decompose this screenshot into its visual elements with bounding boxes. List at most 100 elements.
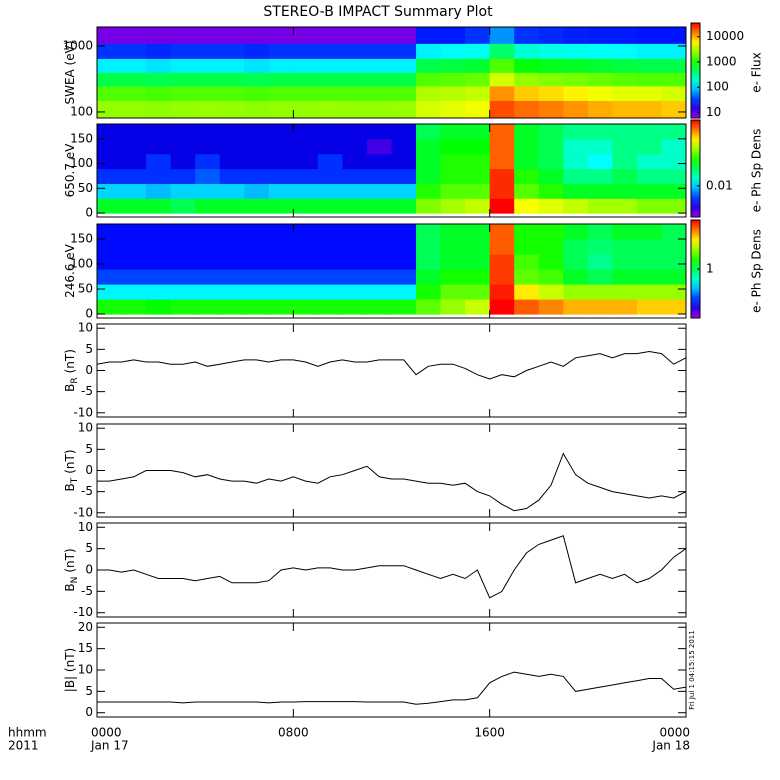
heatmap-cell: [146, 85, 172, 101]
heatmap-cell: [219, 85, 245, 101]
heatmap-cell: [440, 168, 466, 184]
heatmap-cell: [146, 198, 172, 214]
y-tick-label: 10: [78, 321, 93, 335]
heatmap-cell: [416, 299, 442, 315]
heatmap-cell: [416, 72, 442, 87]
heatmap-cell: [170, 284, 196, 300]
y-label-sub: N: [70, 577, 80, 584]
heatmap-cell: [219, 224, 245, 240]
heatmap-cell: [366, 239, 393, 255]
heatmap-cell: [121, 224, 147, 240]
heatmap-cell: [465, 72, 491, 87]
heatmap-cell: [465, 183, 491, 199]
heatmap-cell: [293, 153, 319, 170]
heatmap-cell: [293, 100, 319, 118]
heatmap-cell: [97, 168, 123, 184]
heatmap-cell: [489, 100, 515, 118]
heatmap-cell: [587, 43, 613, 59]
heatmap-cell: [587, 224, 613, 240]
heatmap-cell: [97, 138, 123, 155]
heatmap-cell: [268, 224, 294, 240]
heatmap-cell: [146, 100, 172, 118]
line-trace: [97, 350, 686, 380]
heatmap-cell: [342, 239, 368, 255]
heatmap-cell: [636, 239, 663, 255]
heatmap-cell: [317, 153, 344, 170]
y-tick-label: 5: [85, 342, 93, 356]
heatmap-cell: [563, 284, 589, 300]
heatmap-cell: [121, 269, 147, 285]
panel: [97, 535, 686, 599]
heatmap-cell: [342, 27, 368, 44]
heatmap-cell: [121, 27, 147, 44]
y-axis-label: BN (nT): [63, 548, 80, 591]
colorbar: [690, 119, 701, 218]
panel: [97, 224, 686, 315]
heatmap-cell: [489, 27, 515, 44]
heatmap-cell: [195, 124, 221, 140]
heatmap-cell: [195, 43, 221, 59]
heatmap-cell: [440, 153, 466, 170]
y-axis-label: 650.7 eV: [63, 143, 77, 198]
heatmap-cell: [612, 254, 638, 270]
heatmap-cell: [219, 100, 245, 118]
heatmap-cell: [366, 198, 393, 214]
heatmap-cell: [563, 254, 589, 270]
heatmap-cell: [587, 85, 613, 101]
colorbar-tick-label: 0.01: [706, 178, 733, 192]
heatmap-cell: [268, 269, 294, 285]
heatmap-cell: [121, 239, 147, 255]
heatmap-cell: [293, 138, 319, 155]
heatmap-cell: [440, 43, 466, 59]
heatmap-cell: [416, 27, 442, 44]
heatmap-cell: [268, 27, 294, 44]
panel-frame: [96, 323, 687, 418]
y-axis-label: |B| (nT): [63, 648, 77, 692]
heatmap-cell: [563, 198, 589, 214]
heatmap-cell: [317, 224, 344, 240]
heatmap-cell: [170, 124, 196, 140]
heatmap-cell: [391, 168, 417, 184]
heatmap-cell: [268, 124, 294, 140]
heatmap-cell: [342, 72, 368, 87]
heatmap-cell: [514, 27, 540, 44]
heatmap-cell: [366, 100, 393, 118]
heatmap-cell: [489, 168, 515, 184]
heatmap-cell: [146, 72, 172, 87]
heatmap-cell: [465, 100, 491, 118]
heatmap-cell: [391, 254, 417, 270]
heatmap-cell: [268, 43, 294, 59]
heatmap-cell: [440, 299, 466, 315]
heatmap-cell: [661, 138, 686, 155]
heatmap-cell: [195, 224, 221, 240]
panel-frame: [96, 26, 687, 119]
heatmap-cell: [244, 153, 270, 170]
heatmap-cell: [391, 269, 417, 285]
heatmap-cell: [538, 299, 564, 315]
heatmap-cell: [121, 72, 147, 87]
panel-frame: [96, 423, 687, 518]
heatmap-cell: [293, 198, 319, 214]
heatmap-cell: [636, 124, 663, 140]
heatmap-cell: [538, 284, 564, 300]
y-label-unit: (nT): [63, 449, 77, 473]
heatmap-cell: [293, 269, 319, 285]
heatmap-cell: [636, 85, 663, 101]
y-label-sub: T: [70, 477, 80, 484]
heatmap-cell: [514, 269, 540, 285]
y-label-sub: R: [70, 377, 80, 383]
heatmap-cell: [342, 168, 368, 184]
x-tick-label: 0000: [659, 726, 690, 740]
heatmap-cell: [317, 85, 344, 101]
heatmap-cell: [366, 72, 393, 87]
heatmap-cell: [514, 299, 540, 315]
heatmap-cell: [612, 284, 638, 300]
heatmap-cell: [244, 224, 270, 240]
panel: [97, 452, 686, 512]
heatmap-cell: [661, 254, 686, 270]
heatmap-cell: [391, 183, 417, 199]
line-trace: [97, 671, 686, 705]
heatmap-cell: [195, 239, 221, 255]
heatmap-cell: [391, 138, 417, 155]
